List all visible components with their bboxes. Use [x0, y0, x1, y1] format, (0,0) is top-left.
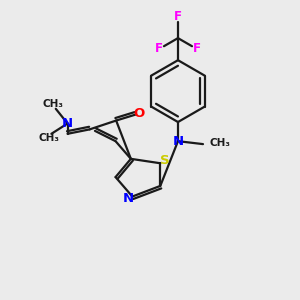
Text: N: N	[62, 117, 73, 130]
Text: O: O	[133, 107, 144, 120]
Text: N: N	[172, 135, 184, 148]
Text: F: F	[155, 42, 164, 56]
Text: CH₃: CH₃	[38, 133, 59, 143]
Text: S: S	[160, 154, 169, 167]
Text: CH₃: CH₃	[209, 138, 230, 148]
Text: N: N	[123, 192, 134, 206]
Text: CH₃: CH₃	[43, 99, 64, 110]
Text: F: F	[193, 42, 201, 56]
Text: F: F	[174, 10, 182, 23]
